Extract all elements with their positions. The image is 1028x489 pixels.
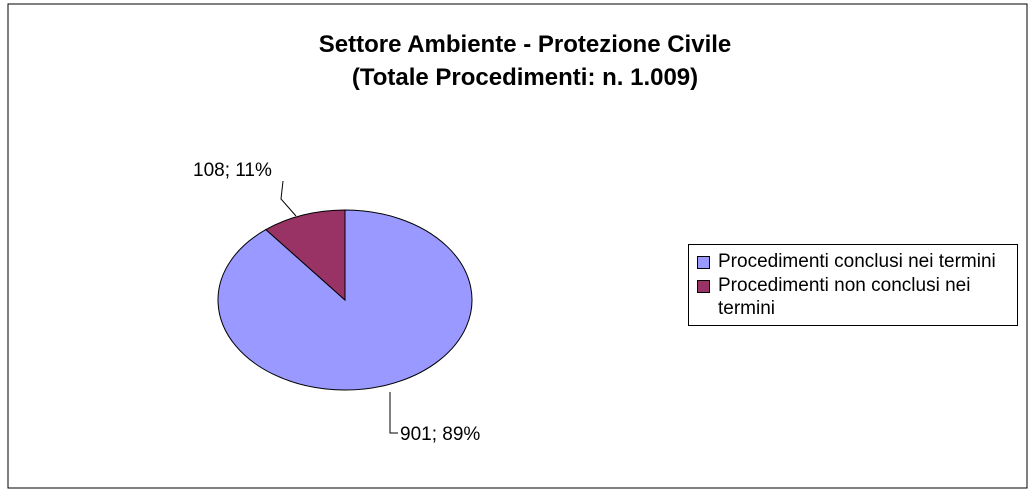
- legend-item: Procedimenti non conclusi nei termini: [697, 274, 1017, 320]
- data-label: 108; 11%: [193, 160, 272, 181]
- legend: Procedimenti conclusi nei termini Procedi…: [688, 244, 1018, 326]
- pie-slice: [217, 209, 473, 391]
- legend-label: Procedimenti non conclusi nei termini: [718, 275, 971, 319]
- leader-line: [280, 180, 297, 217]
- chart-title: (Totale Procedimenti: n. 1.009): [352, 64, 698, 91]
- legend-swatch: [697, 256, 710, 269]
- data-label: 901; 89%: [400, 424, 480, 445]
- leader-line: [389, 392, 398, 434]
- chart-title: Settore Ambiente - Protezione Civile: [319, 31, 732, 58]
- legend-label: Procedimenti conclusi nei termini: [718, 251, 996, 272]
- legend-item: Procedimenti conclusi nei termini: [697, 250, 1017, 273]
- legend-swatch: [697, 280, 710, 293]
- pie-slice: [265, 209, 346, 302]
